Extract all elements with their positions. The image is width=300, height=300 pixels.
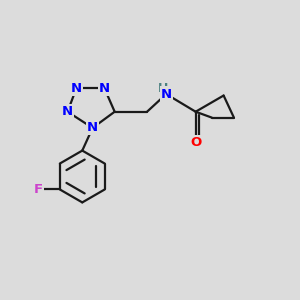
Text: N: N bbox=[99, 82, 110, 95]
Text: N: N bbox=[71, 82, 82, 95]
Text: O: O bbox=[190, 136, 201, 149]
Text: N: N bbox=[87, 122, 98, 134]
Text: N: N bbox=[62, 105, 73, 118]
Text: N: N bbox=[160, 88, 172, 100]
Text: F: F bbox=[34, 183, 43, 196]
Text: H: H bbox=[158, 82, 168, 95]
